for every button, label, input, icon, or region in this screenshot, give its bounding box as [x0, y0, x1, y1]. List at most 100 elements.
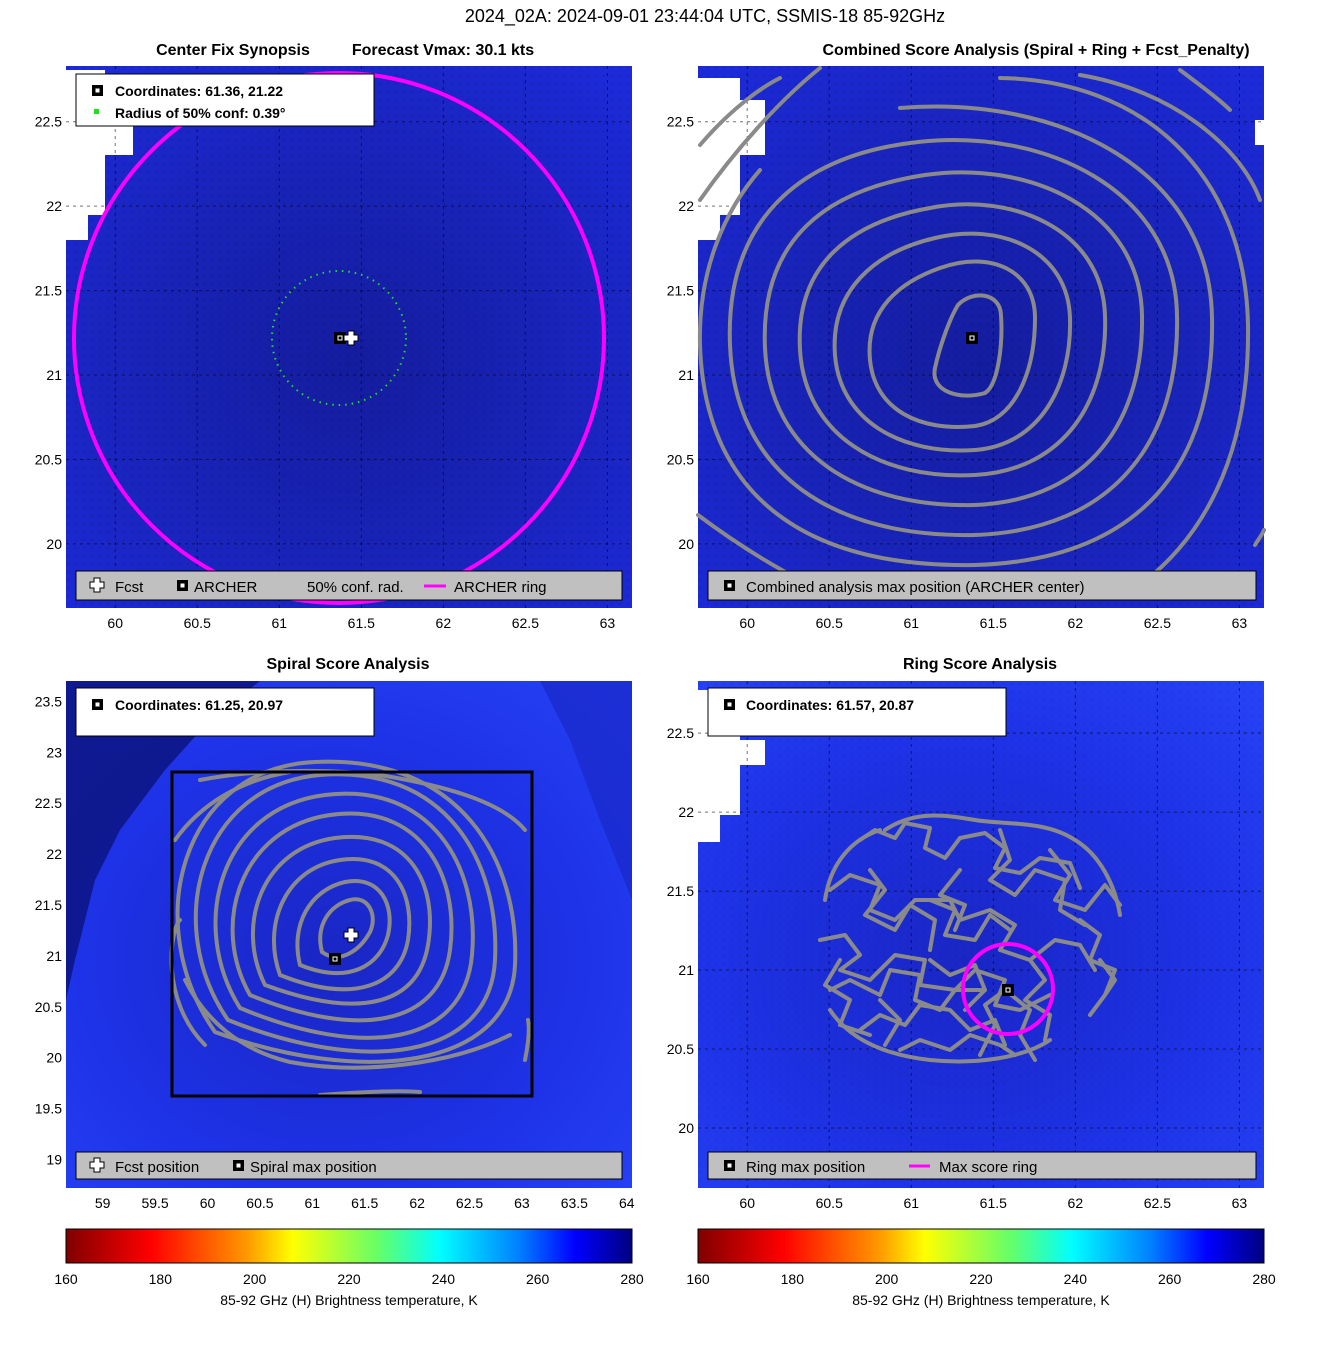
- x-tick-label: 63: [1232, 1195, 1248, 1211]
- y-tick-label: 19.5: [35, 1101, 62, 1117]
- y-tick-labels: 20 20.5 21 21.5 22 22.5: [667, 114, 694, 552]
- x-tick-label: 62: [1068, 615, 1084, 631]
- x-tick-label: 60: [107, 615, 123, 631]
- colorbar-tick-label: 220: [969, 1271, 993, 1287]
- info-box: [75, 73, 375, 127]
- panel-ring-score: Ring Score Analysis: [667, 656, 1264, 1211]
- y-tick-label: 21.5: [35, 897, 62, 913]
- x-tick-label: 61: [903, 1195, 919, 1211]
- info-coordinates: Coordinates: 61.36, 21.22: [115, 83, 283, 99]
- legend-fcst-icon: [89, 1157, 105, 1173]
- dot-overlay: [698, 681, 1264, 1188]
- x-tick-label: 60.5: [816, 615, 843, 631]
- grid-lines: [698, 681, 1264, 1188]
- colorbar-tick-label: 200: [875, 1271, 899, 1287]
- colorbar-tick-label: 180: [781, 1271, 805, 1287]
- y-tick-label: 20.5: [35, 999, 62, 1015]
- x-tick-label: 61: [903, 615, 919, 631]
- archer-center-marker: [334, 332, 346, 344]
- y-tick-label: 21.5: [667, 883, 694, 899]
- legend-fcst-position: Fcst position: [115, 1159, 199, 1176]
- figure-title: 2024_02A: 2024-09-01 23:44:04 UTC, SSMIS…: [465, 6, 945, 27]
- info-box: [707, 687, 1007, 737]
- x-tick-label: 63: [1232, 615, 1248, 631]
- dot-overlay: [698, 66, 1264, 608]
- panel-combined-score: Combined Score Analysis (Spiral + Ring +…: [667, 42, 1266, 631]
- y-tick-label: 22: [678, 198, 694, 214]
- legend-conf: 50% conf. rad.: [307, 579, 404, 596]
- colorbar-tick-label: 160: [54, 1271, 78, 1287]
- y-tick-label: 23.5: [35, 693, 62, 709]
- colorbar-left: 160 180 200 220 240 260 280 85-92 GHz (H) Brig…: [54, 1228, 644, 1308]
- y-tick-labels: 20 20.5 21 21.5 22 22.5: [35, 114, 62, 552]
- dark-region-2: [540, 681, 632, 900]
- colorbar-tick-label: 280: [1252, 1271, 1276, 1287]
- x-tick-labels: 59 59.5 60 60.5 61 61.5 62 62.5 63 63.5 64: [95, 1195, 635, 1211]
- y-tick-label: 21: [678, 962, 694, 978]
- archer-ring: [72, 71, 606, 605]
- ring-max-marker: [1002, 984, 1014, 996]
- legend-fcst: Fcst: [115, 579, 144, 596]
- x-tick-label: 60.5: [816, 1195, 843, 1211]
- legend-ring-max: Ring max position: [746, 1159, 865, 1176]
- confidence-circle: [271, 270, 407, 406]
- x-tick-labels: 60 60.5 61 61.5 62 62.5 63: [739, 615, 1247, 631]
- y-tick-label: 21: [46, 948, 62, 964]
- colorbar-label: 85-92 GHz (H) Brightness temperature, K: [220, 1292, 478, 1308]
- max-score-ring: [961, 942, 1055, 1036]
- panel-title-left: Center Fix Synopsis: [156, 42, 310, 59]
- x-tick-label: 62.5: [1144, 1195, 1171, 1211]
- colorbar-label: 85-92 GHz (H) Brightness temperature, K: [852, 1292, 1110, 1308]
- y-tick-label: 19: [46, 1151, 62, 1167]
- y-tick-label: 22: [46, 846, 62, 862]
- y-tick-label: 22.5: [35, 795, 62, 811]
- fcst-position-marker: [343, 927, 359, 943]
- x-tick-label: 62.5: [1144, 615, 1171, 631]
- panel-title-right: Forecast Vmax: 30.1 kts: [352, 42, 534, 59]
- y-tick-label: 22.5: [667, 725, 694, 741]
- x-tick-label: 59.5: [141, 1195, 168, 1211]
- search-box: [170, 770, 534, 1098]
- x-tick-label: 60: [739, 615, 755, 631]
- y-tick-label: 23: [46, 744, 62, 760]
- x-tick-label: 60: [200, 1195, 216, 1211]
- x-tick-label: 62: [409, 1195, 425, 1211]
- colorbar-gradient: [65, 1228, 633, 1264]
- y-tick-label: 21: [46, 367, 62, 383]
- dark-region: [66, 681, 260, 1000]
- legend-ring: ARCHER ring: [454, 579, 547, 596]
- y-tick-label: 21.5: [667, 283, 694, 299]
- y-tick-label: 20.5: [35, 451, 62, 467]
- y-tick-label: 22.5: [667, 114, 694, 130]
- x-tick-labels: 60 60.5 61 61.5 62 62.5 63: [739, 1195, 1247, 1211]
- y-tick-label: 21: [678, 367, 694, 383]
- y-tick-label: 21.5: [35, 283, 62, 299]
- info-conf-icon: [94, 109, 99, 114]
- legend-max-position: Combined analysis max position (ARCHER c…: [746, 579, 1084, 596]
- legend-box: [707, 570, 1257, 601]
- colorbar-tick-label: 260: [526, 1271, 550, 1287]
- land-area-ne: [1255, 120, 1264, 145]
- spiral-score-contours: [169, 759, 531, 1097]
- y-tick-labels: 20 20.5 21 21.5 22 22.5: [667, 725, 694, 1136]
- archer-center-marker-inner: [337, 335, 343, 341]
- x-tick-label: 62: [1068, 1195, 1084, 1211]
- legend-spiral-max: Spiral max position: [250, 1159, 377, 1176]
- x-tick-label: 63.5: [561, 1195, 588, 1211]
- y-tick-label: 22: [46, 198, 62, 214]
- colorbar-tick-label: 160: [686, 1271, 710, 1287]
- x-tick-label: 61.5: [351, 1195, 378, 1211]
- x-tick-label: 63: [600, 615, 616, 631]
- colorbar-tick-label: 260: [1158, 1271, 1182, 1287]
- x-tick-label: 61: [305, 1195, 321, 1211]
- x-tick-label: 61: [271, 615, 287, 631]
- fcst-marker: [343, 330, 359, 346]
- x-tick-label: 59: [95, 1195, 111, 1211]
- x-tick-label: 61.5: [980, 1195, 1007, 1211]
- colorbar-tick-label: 240: [432, 1271, 456, 1287]
- x-tick-label: 61.5: [980, 615, 1007, 631]
- x-tick-label: 60.5: [246, 1195, 273, 1211]
- colorbar-tick-label: 180: [149, 1271, 173, 1287]
- panel-spiral-score: Spiral Score Analysis Coordinates: [35, 656, 635, 1211]
